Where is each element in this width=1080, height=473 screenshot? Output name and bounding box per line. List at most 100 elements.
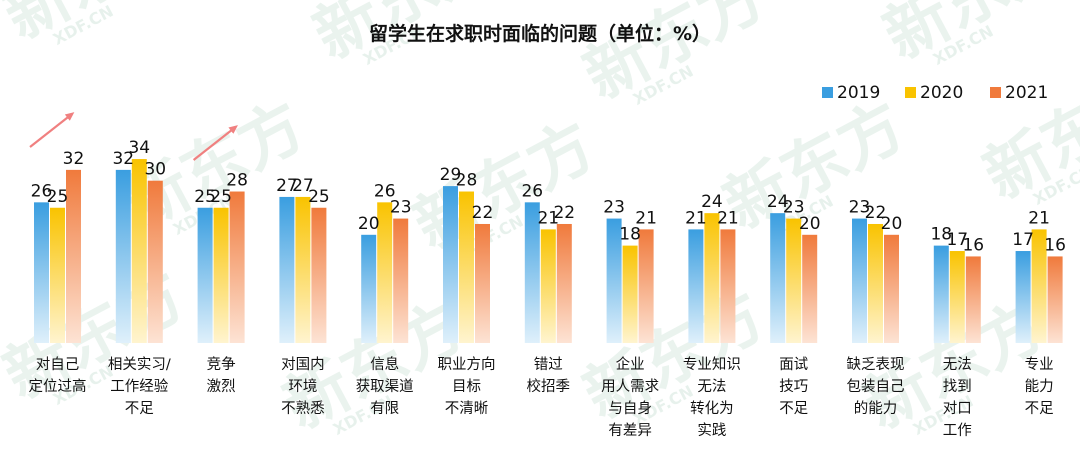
- watermark-brand: 新东方: [403, 109, 607, 264]
- category-label-line: 获取渠道: [356, 378, 414, 395]
- category-label-5: 职业方向目标不清晰: [438, 356, 496, 417]
- value-label-2020-cat-0: 25: [47, 187, 69, 207]
- bar-2019-cat-0: [34, 202, 49, 343]
- category-label-0: 对自己定位过高: [29, 356, 87, 395]
- value-label-2021-cat-5: 22: [472, 203, 494, 223]
- value-label-2020-cat-9: 23: [783, 198, 805, 218]
- category-label-line: 错过: [534, 356, 563, 373]
- category-label-line: 不足: [1025, 400, 1054, 417]
- bar-2020-cat-8: [704, 213, 720, 343]
- category-label-line: 激烈: [207, 378, 236, 395]
- category-label-line: 不足: [779, 400, 808, 417]
- category-label-line: 相关实习/: [108, 356, 171, 373]
- category-labels: 对自己定位过高相关实习/工作经验不足竞争激烈对国内环境不熟悉信息获取渠道有限职业…: [29, 355, 1054, 439]
- value-label-2021-cat-8: 21: [717, 208, 739, 228]
- category-label-4: 信息获取渠道有限: [356, 356, 414, 417]
- value-label-2020-cat-11: 17: [946, 230, 968, 250]
- category-label-2: 竞争激烈: [207, 355, 236, 395]
- category-label-1: 相关实习/工作经验不足: [108, 356, 171, 417]
- value-label-2021-cat-4: 23: [390, 198, 412, 218]
- value-label-2019-cat-8: 21: [685, 208, 707, 228]
- value-label-2020-cat-6: 21: [537, 208, 559, 228]
- legend-label-2020: 2020: [920, 83, 963, 103]
- value-label-2020-cat-5: 28: [456, 171, 478, 191]
- bar-2020-cat-0: [50, 207, 65, 343]
- bar-2019-cat-10: [852, 218, 867, 343]
- value-label-2021-cat-10: 20: [881, 214, 903, 234]
- bar-2021-cat-12: [1047, 256, 1063, 343]
- highlight-arrows: [29, 112, 238, 161]
- category-label-line: 不清晰: [445, 400, 489, 417]
- legend-item-2021: 2021: [990, 83, 1048, 103]
- category-label-line: 专业: [1025, 356, 1054, 373]
- category-label-line: 缺乏表现: [847, 356, 905, 373]
- bar-2020-cat-5: [459, 191, 474, 343]
- bar-2021-cat-3: [311, 207, 327, 343]
- bar-2021-cat-5: [475, 223, 490, 343]
- category-label-line: 对口: [943, 400, 972, 417]
- chart-title: 留学生在求职时面临的问题（单位：%）: [369, 22, 711, 45]
- value-label-2019-cat-9: 24: [767, 192, 789, 212]
- category-label-line: 信息: [370, 356, 399, 373]
- legend-swatch-2021: [990, 87, 1001, 98]
- category-label-line: 目标: [452, 378, 481, 395]
- category-label-line: 有差异: [608, 422, 652, 439]
- bar-2021-cat-10: [884, 234, 899, 343]
- value-label-2019-cat-1: 32: [112, 149, 134, 169]
- value-label-2021-cat-9: 20: [799, 214, 821, 234]
- legend-label-2021: 2021: [1005, 83, 1048, 103]
- category-label-line: 工作经验: [110, 378, 168, 395]
- bar-2021-cat-2: [229, 191, 245, 343]
- watermark-brand: 新东方: [573, 279, 777, 434]
- value-label-2020-cat-2: 25: [210, 187, 232, 207]
- category-label-11: 无法找到对口工作: [943, 356, 972, 439]
- value-label-2020-cat-12: 21: [1028, 208, 1050, 228]
- bar-2021-cat-1: [147, 180, 163, 343]
- value-label-2021-cat-2: 28: [226, 171, 248, 191]
- legend-label-2019: 2019: [837, 83, 880, 103]
- bar-2020-cat-12: [1031, 229, 1047, 343]
- value-label-2021-cat-6: 22: [553, 203, 575, 223]
- category-label-6: 错过校招季: [527, 356, 571, 395]
- category-label-line: 竞争: [207, 355, 236, 373]
- category-label-line: 企业: [616, 355, 645, 373]
- bar-2020-cat-6: [540, 229, 556, 343]
- bars: [34, 159, 1063, 343]
- category-label-9: 面试技巧不足: [779, 356, 808, 417]
- bar-2021-cat-7: [638, 229, 654, 343]
- bar-2020-cat-3: [295, 196, 311, 343]
- value-label-2021-cat-7: 21: [635, 208, 657, 228]
- value-label-2019-cat-0: 26: [31, 181, 53, 201]
- value-label-2021-cat-11: 16: [962, 235, 984, 255]
- category-label-line: 职业方向: [438, 356, 496, 373]
- bar-2019-cat-1: [115, 169, 131, 343]
- value-label-2021-cat-12: 16: [1044, 235, 1066, 255]
- bar-2019-cat-6: [524, 202, 540, 343]
- bar-2019-cat-7: [606, 218, 622, 343]
- value-label-2021-cat-3: 25: [308, 187, 330, 207]
- category-label-line: 找到: [943, 378, 972, 395]
- category-label-line: 的能力: [854, 400, 898, 417]
- category-label-line: 用人需求: [601, 378, 659, 395]
- bar-2019-cat-4: [361, 234, 377, 343]
- legend-item-2020: 2020: [905, 83, 963, 103]
- category-label-line: 转化为: [690, 400, 734, 417]
- category-label-line: 对国内: [281, 356, 325, 373]
- bar-2019-cat-11: [933, 245, 949, 343]
- category-label-line: 无法: [697, 378, 726, 395]
- category-label-line: 技巧: [779, 378, 808, 395]
- bar-2020-cat-2: [213, 207, 229, 343]
- bar-2020-cat-4: [377, 202, 393, 343]
- bar-2019-cat-5: [443, 186, 458, 343]
- value-label-2019-cat-10: 23: [849, 198, 871, 218]
- category-label-line: 实践: [697, 422, 726, 439]
- value-label-2020-cat-10: 22: [865, 203, 887, 223]
- highlight-arrow-cat-0: [29, 112, 75, 148]
- value-label-2019-cat-11: 18: [930, 225, 952, 245]
- category-label-3: 对国内环境不熟悉: [281, 356, 325, 417]
- value-label-2020-cat-1: 34: [128, 138, 150, 158]
- value-label-2019-cat-3: 27: [276, 176, 298, 196]
- value-label-2020-cat-8: 24: [701, 192, 723, 212]
- bar-2020-cat-1: [131, 159, 147, 343]
